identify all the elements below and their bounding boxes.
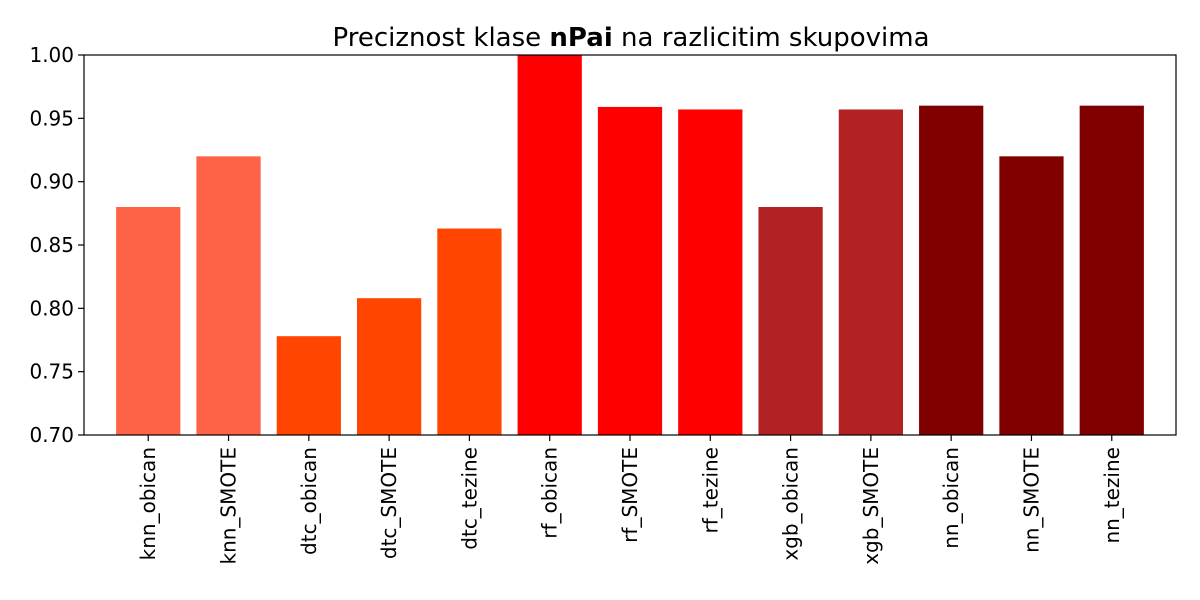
y-tick-label: 0.85 xyxy=(29,233,74,257)
x-tick-label: dtc_tezine xyxy=(457,447,481,550)
x-tick-label: nn_tezine xyxy=(1100,447,1124,544)
bar-xgb_SMOTE xyxy=(838,109,903,435)
chart-title-prefix: Preciznost klase xyxy=(333,23,550,53)
chart-title: Preciznost klase nPai na razlicitim skup… xyxy=(333,23,930,53)
bar-xgb_obican xyxy=(758,207,823,435)
x-tick-label: knn_obican xyxy=(136,447,160,560)
y-tick-label: 0.90 xyxy=(29,170,74,194)
bar-rf_tezine xyxy=(678,109,743,435)
chart-title-suffix: na razlicitim skupovima xyxy=(613,23,930,53)
y-axis: 0.70 0.75 0.80 0.85 0.90 0.95 1.00 xyxy=(29,43,84,447)
x-tick-label: xgb_SMOTE xyxy=(859,447,883,565)
bar-rf_obican xyxy=(517,55,582,435)
y-tick-label: 0.95 xyxy=(29,106,74,130)
x-tick-label: rf_tezine xyxy=(698,447,722,533)
x-tick-label: nn_SMOTE xyxy=(1019,447,1043,553)
y-tick-label: 0.80 xyxy=(29,296,74,320)
x-tick-label: knn_SMOTE xyxy=(217,447,241,564)
bar-dtc_obican xyxy=(276,336,341,435)
bar-dtc_tezine xyxy=(437,228,502,435)
bar-knn_SMOTE xyxy=(196,156,261,436)
chart-title-bold: nPai xyxy=(549,23,612,53)
bar-rf_SMOTE xyxy=(597,106,663,435)
bar-dtc_SMOTE xyxy=(357,298,422,435)
bars-group xyxy=(116,55,1144,436)
bar-nn_tezine xyxy=(1079,105,1144,436)
bar-nn_SMOTE xyxy=(999,156,1064,436)
y-tick-label: 0.75 xyxy=(29,360,74,384)
x-tick-label: dtc_obican xyxy=(297,447,321,555)
x-tick-label: rf_obican xyxy=(538,447,562,539)
x-tick-label: rf_SMOTE xyxy=(618,447,642,543)
x-tick-label: nn_obican xyxy=(939,447,963,549)
y-tick-label: 1.00 xyxy=(29,43,74,67)
plot-frame xyxy=(83,54,1177,436)
x-tick-label: dtc_SMOTE xyxy=(377,447,401,559)
bar-nn_obican xyxy=(919,105,984,436)
y-tick-label: 0.70 xyxy=(29,423,74,447)
x-tick-label: xgb_obican xyxy=(779,447,803,561)
bar-knn_obican xyxy=(116,207,181,435)
x-axis: knn_obican knn_SMOTE dtc_obican dtc_SMOTE dt… xyxy=(136,435,1124,565)
